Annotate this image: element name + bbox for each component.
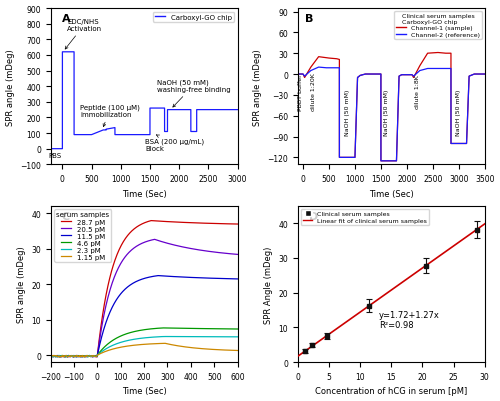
Text: D: D [309,211,318,221]
11.5 pM [234,277,240,282]
1.15 pM [138,342,143,347]
Y-axis label: SPR angle (mDeg): SPR angle (mDeg) [253,49,262,125]
Text: dilute 1:20K: dilute 1:20K [311,73,316,111]
1.15 pM [234,348,240,353]
1.15 pM [119,345,125,350]
2.3 pM [138,336,143,341]
Text: NaOH (50 mM)
washing-free binding: NaOH (50 mM) washing-free binding [157,79,230,108]
20.5 pM [190,247,196,252]
2.3 pM [190,334,196,339]
1.15 pM [161,341,167,346]
28.7 pM [119,242,125,247]
11.5 pM [138,277,143,282]
4.6 pM [169,326,175,331]
20.5 pM [169,243,175,247]
Text: PBS: PBS [48,153,62,159]
11.5 pM [169,274,175,279]
4.6 pM [138,328,143,333]
Legend: Clinical serum samples, Linear fit of clinical serum samples: Clinical serum samples, Linear fit of cl… [301,209,429,225]
1.15 pM [48,353,54,358]
28.7 pM [48,353,54,358]
Text: y=1.72+1.27x
R²=0.98: y=1.72+1.27x R²=0.98 [379,310,440,330]
11.5 pM [161,274,167,279]
2.3 pM [234,334,240,339]
1.15 pM [220,348,226,352]
28.7 pM [54,354,60,359]
X-axis label: Time (Sec): Time (Sec) [122,387,166,395]
Text: BSA (200 μg/mL)
Block: BSA (200 μg/mL) Block [146,136,204,152]
28.7 pM [148,219,154,223]
1.15 pM [169,342,175,347]
4.6 pM [190,326,196,331]
20.5 pM [152,237,158,242]
20.5 pM [86,354,92,359]
28.7 pM [220,222,226,227]
20.5 pM [138,242,143,247]
4.6 pM [234,327,240,332]
11.5 pM [220,276,226,281]
Line: 28.7 pM: 28.7 pM [50,221,238,357]
Y-axis label: SPR angle (mDeg): SPR angle (mDeg) [16,246,26,323]
X-axis label: Time (Sec): Time (Sec) [369,189,414,198]
20.5 pM [119,259,125,264]
4.6 pM [220,326,226,331]
4.6 pM [160,326,166,330]
Line: 11.5 pM: 11.5 pM [50,276,238,357]
1.15 pM [162,341,168,346]
Text: B: B [306,14,314,24]
Text: C: C [62,211,70,221]
Text: dilute 1:8K: dilute 1:8K [414,75,420,109]
Text: NaOH (50 mM): NaOH (50 mM) [456,90,461,136]
Text: EDC/NHS
Activation: EDC/NHS Activation [65,19,102,50]
X-axis label: Concentration of hCG in serum [pM]: Concentration of hCG in serum [pM] [315,387,468,395]
4.6 pM [76,354,82,359]
Line: 1.15 pM: 1.15 pM [50,344,238,357]
28.7 pM [138,223,143,227]
2.3 pM [220,334,226,339]
Y-axis label: SPR Angle (mDeg): SPR Angle (mDeg) [264,246,273,323]
Text: A: A [62,14,70,24]
2.3 pM [50,354,56,359]
28.7 pM [161,219,167,224]
11.5 pM [48,353,54,358]
28.7 pM [190,221,196,226]
1.15 pM [190,346,196,350]
11.5 pM [53,354,59,359]
Legend: Carboxyl-GO chip: Carboxyl-GO chip [153,12,234,22]
Text: NaOH (50 mM): NaOH (50 mM) [344,90,350,136]
2.3 pM [48,354,54,359]
Text: NaOH (50 mM): NaOH (50 mM) [384,90,388,136]
Text: Peptide (100 μM)
immobilization: Peptide (100 μM) immobilization [80,104,140,127]
11.5 pM [119,290,125,295]
Line: 2.3 pM: 2.3 pM [50,337,238,357]
20.5 pM [220,251,226,256]
11.5 pM [155,273,161,278]
Line: 20.5 pM: 20.5 pM [50,240,238,357]
Legend: Channel-1 (sample), Channel-2 (reference): Channel-1 (sample), Channel-2 (reference… [394,12,482,40]
4.6 pM [48,354,54,359]
1.15 pM [72,354,78,359]
28.7 pM [234,222,240,227]
Legend: 28.7 pM, 20.5 pM, 11.5 pM, 4.6 pM, 2.3 pM, 1.15 pM: 28.7 pM, 20.5 pM, 11.5 pM, 4.6 pM, 2.3 p… [54,210,112,262]
20.5 pM [48,354,54,358]
Line: 4.6 pM: 4.6 pM [50,328,238,357]
4.6 pM [119,333,125,338]
20.5 pM [161,240,167,245]
20.5 pM [234,252,240,257]
2.3 pM [161,334,167,339]
2.3 pM [119,340,125,344]
28.7 pM [169,220,175,225]
4.6 pM [161,326,167,330]
Text: PBBT buffer: PBBT buffer [298,74,303,111]
2.3 pM [169,334,175,339]
2.3 pM [161,334,167,339]
11.5 pM [190,275,196,280]
Y-axis label: SPR angle (mDeg): SPR angle (mDeg) [6,49,15,125]
X-axis label: Time (Sec): Time (Sec) [122,189,166,198]
